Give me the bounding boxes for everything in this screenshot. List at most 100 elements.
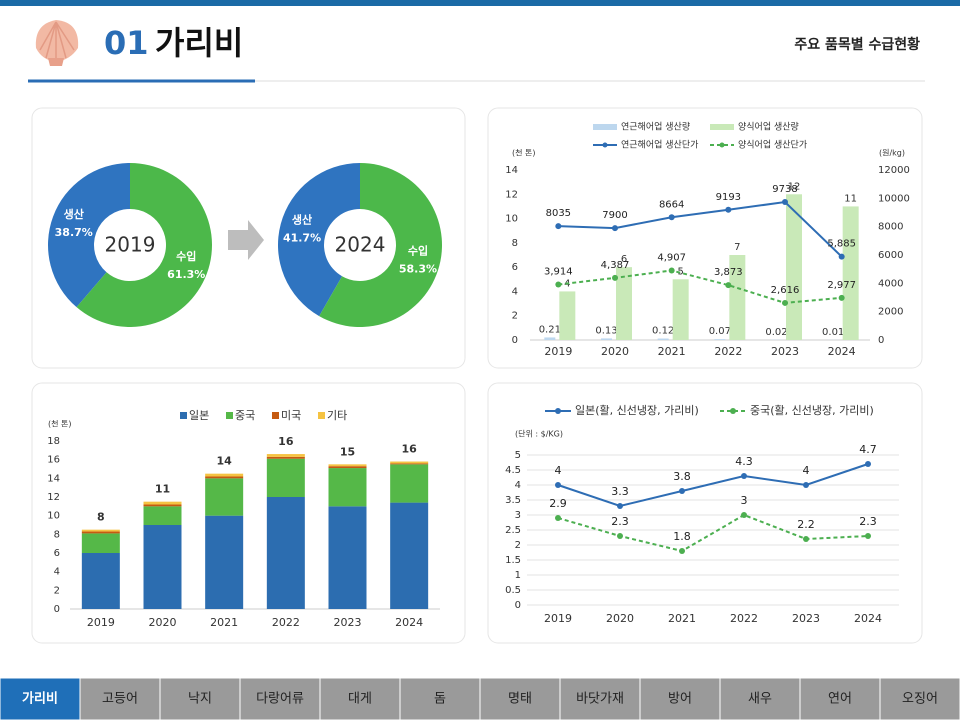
point-label: 4,907 [657,252,686,263]
tab-label[interactable]: 방어 [668,692,692,707]
point-label: 4.3 [735,455,753,468]
donut-center: 2024 [335,233,386,257]
point [669,214,675,220]
bar-value-label: 0.07 [709,326,731,337]
y-tick-label: 6 [54,548,60,559]
total-label: 15 [340,445,355,458]
point [865,461,871,467]
tab-label[interactable]: 새우 [748,692,772,707]
point [555,282,561,288]
x-tick-label: 2021 [668,612,696,625]
y-tick-label: 4 [54,567,60,578]
x-tick-label: 2024 [395,616,423,629]
x-tick-label: 2023 [771,345,799,358]
legend-marker [720,143,725,148]
slice-value: 41.7% [283,232,321,245]
y-tick-label: 3.5 [505,495,521,506]
y2-tick-label: 0 [878,335,884,346]
point-label: 2.2 [797,518,815,531]
point [679,488,685,494]
point [741,473,747,479]
legend-label: 중국 [235,409,255,422]
slice-label: 수입 [176,250,196,263]
bar-segment [205,474,243,477]
y-tick-label: 18 [47,436,60,447]
header-title: 가리비 [155,24,243,62]
bar [559,291,575,340]
bar [843,206,859,340]
y-tick-label: 2.5 [505,525,521,536]
tab-label[interactable]: 대게 [348,692,372,707]
point [612,225,618,231]
x-tick-label: 2023 [334,616,362,629]
bar-segment [205,476,243,478]
x-tick-label: 2021 [210,616,238,629]
total-label: 16 [278,435,294,448]
tab-label[interactable]: 낙지 [188,692,212,707]
bar-segment [82,530,120,532]
bar-segment [390,462,428,464]
axis-title: (천 톤) [512,148,536,158]
bar-segment [329,506,367,609]
axis-title: (천 톤) [48,419,72,429]
x-tick-label: 2019 [544,612,572,625]
y2-tick-label: 10000 [878,193,910,204]
y-tick-label: 12 [47,492,60,503]
total-label: 14 [217,455,233,468]
point [782,199,788,205]
slice-label: 수입 [408,244,428,257]
bar-segment [267,497,305,609]
tab-label[interactable]: 가리비 [22,691,58,707]
tab-label[interactable]: 다랑어류 [256,692,304,707]
point-label: 3.3 [611,485,629,498]
tab-label[interactable]: 바닷가재 [576,692,624,707]
tab-label[interactable]: 고등어 [102,692,138,707]
bar-segment [329,468,367,506]
slice-value: 61.3% [167,268,205,281]
point [865,533,871,539]
legend-swatch [710,124,734,130]
bar-segment [267,457,305,459]
point [839,254,845,260]
y-tick-label: 4 [515,480,521,491]
point-label: 9193 [716,192,741,203]
point [617,503,623,509]
bar-segment [390,463,428,464]
total-label: 8 [97,511,105,524]
bar-segment [329,466,367,468]
point [555,515,561,521]
tab-label[interactable]: 연어 [828,692,852,707]
bar-segment [267,459,305,497]
y-tick-label: 0 [54,604,60,615]
point [741,512,747,518]
y-tick-label: 0 [515,600,521,611]
y-tick-label: 4 [512,286,518,297]
point-label: 4 [555,464,562,477]
x-tick-label: 2020 [601,345,629,358]
legend-swatch [593,124,617,130]
x-tick-label: 2022 [730,612,758,625]
tab-label[interactable]: 돔 [434,692,446,707]
bar [658,339,669,340]
bar-value-label: 0.01 [822,327,844,338]
legend-label: 기타 [327,409,347,422]
legend-label: 양식어업 생산량 [738,121,799,133]
point-label: 5,885 [827,239,856,250]
tab-label[interactable]: 명태 [508,692,532,707]
y2-tick-label: 4000 [878,278,903,289]
x-tick-label: 2024 [854,612,882,625]
y-tick-label: 1 [515,570,521,581]
tab-label[interactable]: 오징어 [902,692,938,707]
point [612,275,618,281]
y-tick-label: 8 [54,529,60,540]
y-tick-label: 12 [505,189,518,200]
point-label: 3.8 [673,470,691,483]
y-tick-label: 2 [515,540,521,551]
point-label: 4,387 [601,260,630,271]
point-label: 2.3 [611,515,629,528]
legend-marker [603,143,608,148]
point-label: 1.8 [673,530,691,543]
legend-swatch [318,412,325,419]
x-tick-label: 2019 [544,345,572,358]
